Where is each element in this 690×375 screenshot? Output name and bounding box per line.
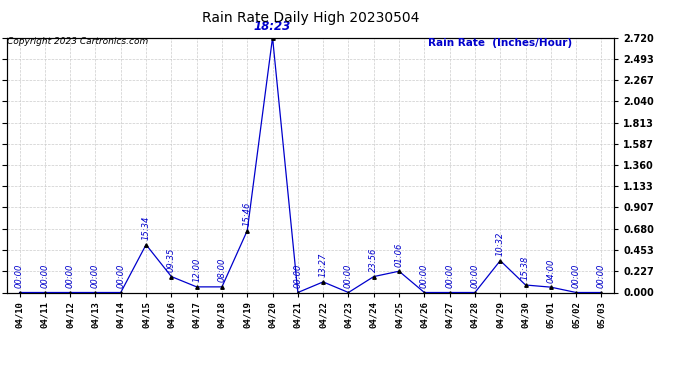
Text: 00:00: 00:00 (471, 264, 480, 288)
Text: 23:56: 23:56 (369, 248, 378, 272)
Text: 00:00: 00:00 (597, 264, 606, 288)
Text: 09:35: 09:35 (167, 248, 176, 272)
Text: 00:00: 00:00 (445, 264, 454, 288)
Text: Rain Rate  (Inches/Hour): Rain Rate (Inches/Hour) (428, 38, 572, 48)
Text: 08:00: 08:00 (217, 258, 226, 282)
Text: 04:00: 04:00 (546, 258, 555, 283)
Text: 00:00: 00:00 (571, 264, 581, 288)
Text: Copyright 2023 Cartronics.com: Copyright 2023 Cartronics.com (7, 38, 148, 46)
Text: 00:00: 00:00 (293, 264, 302, 288)
Text: 00:00: 00:00 (66, 264, 75, 288)
Text: 15:46: 15:46 (243, 202, 252, 226)
Text: 00:00: 00:00 (344, 264, 353, 288)
Text: 15:34: 15:34 (141, 216, 150, 240)
Text: 00:00: 00:00 (15, 264, 24, 288)
Text: 15:38: 15:38 (521, 256, 530, 280)
Text: 13:27: 13:27 (319, 253, 328, 278)
Text: 10:32: 10:32 (495, 232, 505, 256)
Text: 00:00: 00:00 (40, 264, 50, 288)
Text: 12:00: 12:00 (192, 258, 201, 282)
Text: 00:00: 00:00 (91, 264, 100, 288)
Text: 01:06: 01:06 (395, 242, 404, 267)
Text: Rain Rate Daily High 20230504: Rain Rate Daily High 20230504 (201, 11, 420, 25)
Text: 18:23: 18:23 (254, 20, 291, 33)
Text: 00:00: 00:00 (420, 264, 429, 288)
Text: 00:00: 00:00 (116, 264, 126, 288)
